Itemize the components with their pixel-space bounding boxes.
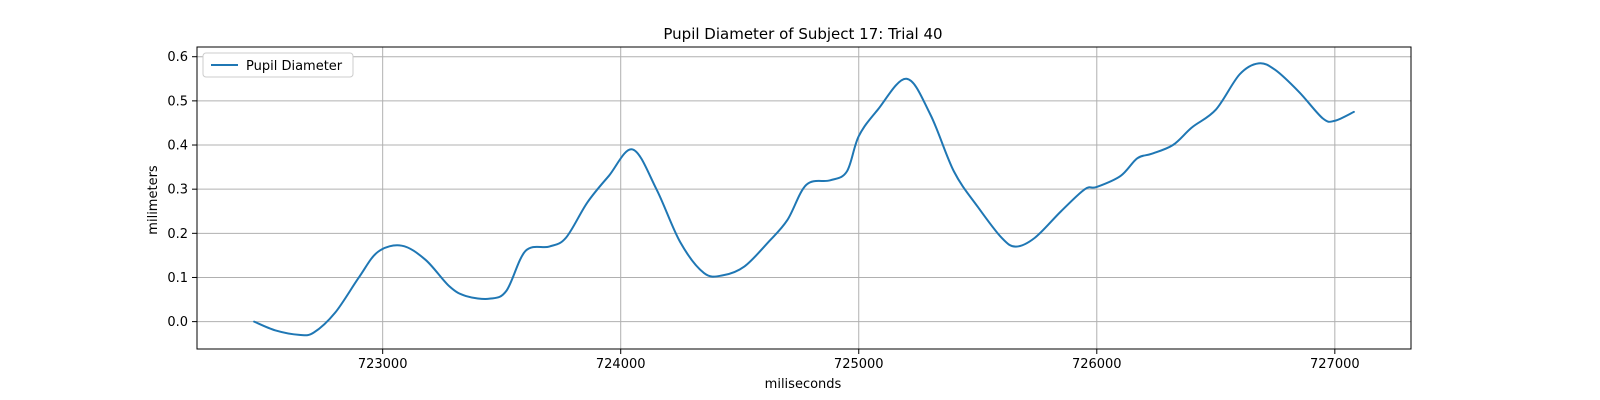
x-tick-label: 723000: [358, 357, 408, 372]
ticks: 723000 724000 725000 726000 727000 0.0 0.1 0.2 0…: [167, 50, 1359, 372]
x-tick-label: 724000: [596, 357, 646, 372]
y-tick-label: 0.4: [167, 139, 188, 154]
plot-area: [253, 62, 1355, 337]
x-tick-label: 727000: [1310, 357, 1360, 372]
chart-title: Pupil Diameter of Subject 17: Trial 40: [663, 25, 942, 43]
y-tick-label: 0.0: [167, 315, 188, 330]
y-tick-label: 0.2: [167, 227, 188, 242]
y-tick-label: 0.3: [167, 183, 188, 198]
x-tick-label: 726000: [1072, 357, 1122, 372]
grid: [197, 47, 1411, 349]
y-axis-label: milimeters: [146, 165, 161, 235]
x-axis-label: miliseconds: [765, 377, 842, 392]
plot-frame: [196, 46, 1412, 350]
y-tick-label: 0.5: [167, 94, 188, 109]
series-line-pupil-diameter: [253, 62, 1355, 337]
y-tick-label: 0.6: [167, 50, 188, 65]
y-tick-label: 0.1: [167, 271, 188, 286]
legend: Pupil Diameter: [202, 52, 354, 78]
legend-box: [202, 52, 354, 78]
legend-label: Pupil Diameter: [246, 59, 343, 74]
x-tick-label: 725000: [834, 357, 884, 372]
